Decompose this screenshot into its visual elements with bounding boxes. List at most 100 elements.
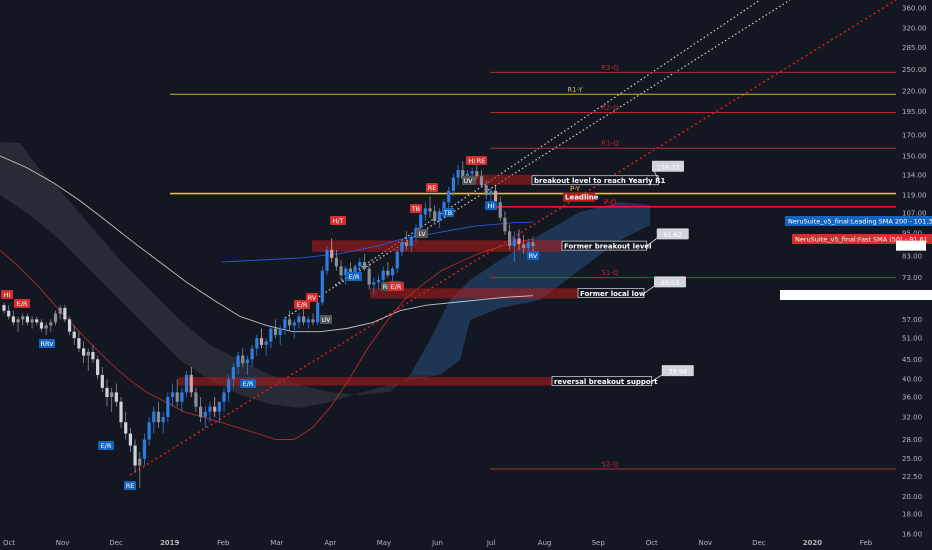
signal-tag-text: HI (488, 202, 495, 210)
candle-body (498, 202, 502, 218)
candle-body (461, 169, 465, 179)
candle (503, 211, 507, 235)
candle-body (339, 266, 343, 276)
signal-tag-text: H/T (468, 157, 479, 165)
candle (334, 249, 338, 271)
signal-tag-text: E/R (297, 301, 308, 309)
candle-body (91, 351, 95, 360)
candle (269, 325, 273, 349)
candle-body (2, 305, 6, 311)
callout-pointer (643, 286, 655, 294)
x-tick-label: May (377, 539, 391, 547)
candle (11, 310, 15, 326)
ma-value-label-bg (785, 216, 932, 226)
candle (447, 186, 451, 209)
candle (166, 392, 170, 423)
candle (381, 266, 385, 285)
candle-body (208, 406, 212, 412)
candle (367, 264, 371, 290)
candle (330, 238, 334, 263)
candle (213, 397, 217, 417)
candle-body (405, 242, 409, 246)
signal-tag: E/R (98, 441, 114, 450)
signal-tag-bg (416, 229, 428, 238)
candle-body (189, 375, 193, 393)
candle (227, 375, 231, 402)
candle-body (236, 355, 240, 367)
signal-tag-text: RV (308, 294, 317, 302)
zone-box (470, 174, 538, 185)
signal-tag-text: RE (477, 157, 486, 165)
candle-body (180, 392, 184, 402)
level-label-r1-q: R1-Q (601, 140, 619, 148)
ma-fast-line (0, 238, 534, 440)
candle (241, 348, 245, 367)
candle-body (479, 176, 484, 186)
candle (264, 338, 268, 356)
zone-label: reversal breakout support (554, 378, 658, 386)
candle-body (367, 268, 371, 285)
level-label-s2-q: S2-Q (601, 461, 619, 469)
candle-body (175, 392, 179, 402)
signal-tag-text: E/R (101, 442, 112, 450)
candle-body (53, 313, 58, 323)
candle (124, 411, 128, 440)
candle (405, 231, 409, 250)
signal-tag-bg (240, 379, 256, 388)
support-trendline (129, 0, 897, 476)
candle-body (390, 268, 395, 276)
signal-tag-text: UV (463, 177, 473, 185)
y-tick-label: 18.00 (902, 511, 922, 519)
zone-box (370, 288, 578, 299)
candle-body (489, 190, 493, 196)
candle (400, 238, 404, 256)
candle (203, 406, 207, 428)
y-tick-label: 107.00 (902, 209, 927, 217)
candle-body (156, 411, 161, 423)
callout-value: 69.03 (661, 279, 680, 287)
candle (409, 234, 413, 252)
signal-tag-bg (98, 441, 114, 450)
candle (278, 325, 282, 345)
signal-tag: RRV (39, 339, 55, 348)
signal-tag: TB (442, 208, 454, 217)
candle-body (30, 319, 34, 323)
ichimoku-cloud (0, 142, 650, 408)
candle-body (105, 387, 109, 398)
candle (30, 316, 34, 329)
signal-tag-text: RV (529, 252, 538, 260)
candle-body (147, 422, 151, 440)
candle (217, 401, 221, 423)
y-tick-label: 250.00 (902, 66, 927, 74)
candle (292, 319, 296, 339)
zone-box (312, 240, 562, 252)
ma-value-label-bg (792, 234, 932, 244)
y-axis-bg (896, 0, 932, 550)
candle-body (372, 282, 376, 285)
candle-body (302, 316, 306, 323)
zone-label-box (551, 376, 653, 386)
candle-body (484, 185, 488, 196)
signal-tag-text: TB (411, 205, 420, 213)
candle (325, 245, 329, 276)
x-axis: Oct Nov Dec 2019 Feb Mar Apr May Jun Jul Aug Sep Oct… (3, 539, 873, 547)
candle (100, 366, 104, 393)
candle (517, 229, 521, 250)
signal-tag: UV (462, 176, 474, 185)
callout-value: 139.03 (657, 163, 680, 171)
level-label-s1-q: S1-Q (601, 269, 619, 277)
signal-tag: E/R (388, 282, 404, 291)
candle (250, 344, 254, 367)
y-tick-label: 119.00 (902, 192, 927, 200)
candle-body (49, 322, 53, 326)
signal-tag: UV (320, 315, 332, 324)
candle-body (194, 392, 198, 407)
candle-body (395, 251, 399, 269)
signal-tag-text: E/R (17, 300, 28, 308)
candle (58, 305, 62, 320)
candle-body (428, 208, 432, 212)
signal-tag-text: HI (4, 291, 11, 299)
ma-value-label: NeruSuite_v5_final:Leading SMA 200 - 101… (788, 218, 932, 226)
